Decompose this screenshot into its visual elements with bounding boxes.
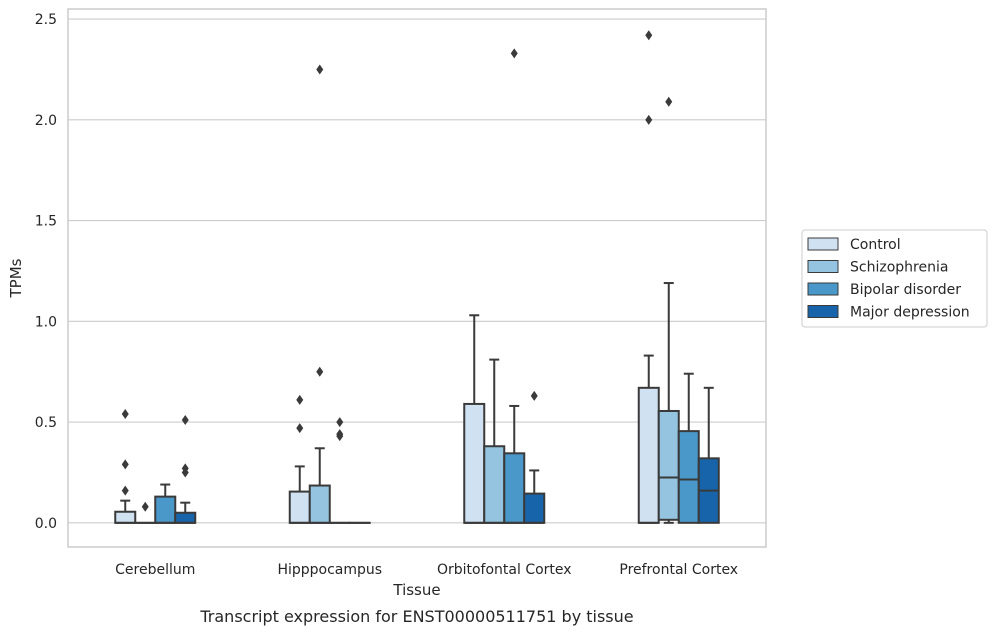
y-tick-labels: 0.0 0.5 1.0 1.5 2.0 2.5 (35, 12, 57, 532)
legend-swatch (807, 260, 839, 273)
chart-caption: Transcript expression for ENST0000051175… (199, 607, 633, 626)
x-tick-label: Hipppocampus (277, 562, 382, 578)
box-major-depression (174, 415, 197, 524)
outlier-point (141, 501, 149, 512)
box-bipolar-disorder (677, 372, 700, 524)
legend: Control Schizophrenia Bipolar disorder Majo… (801, 229, 988, 328)
y-tick-label: 0.5 (35, 415, 57, 431)
legend-label: Major depression (850, 305, 970, 321)
outlier-point (530, 390, 538, 401)
outlier-point (296, 423, 304, 434)
box-bipolar-disorder (154, 483, 177, 524)
box-control (463, 314, 486, 524)
box-body (114, 510, 137, 524)
plot-frame (67, 8, 767, 548)
box-body (154, 495, 177, 524)
box-body (463, 402, 486, 524)
y-tick-label: 2.5 (35, 12, 57, 28)
x-tick-label: Cerebellum (115, 562, 195, 578)
outlier-point (316, 64, 324, 75)
outlier-point (121, 485, 129, 496)
box-body (308, 484, 331, 524)
legend-swatch (807, 237, 839, 251)
outlier-point (296, 394, 304, 405)
box-body (483, 445, 506, 524)
outlier-point (181, 415, 189, 426)
outlier-point (316, 366, 324, 377)
legend-label: Schizophrenia (850, 260, 948, 276)
y-tick-label: 1.5 (35, 214, 57, 230)
box-major-depression (523, 390, 546, 524)
y-axis-label: TPMs (7, 258, 25, 298)
box-body (523, 492, 546, 524)
outlier-point (645, 30, 653, 41)
box-body (174, 511, 197, 524)
outlier-point (181, 463, 189, 474)
legend-label: Control (850, 237, 901, 253)
box-control (288, 394, 311, 524)
y-tick-label: 1.0 (35, 314, 57, 330)
outlier-point (121, 409, 129, 420)
box-bipolar-disorder (503, 48, 526, 524)
box-schizophrenia (134, 501, 157, 524)
box-body (637, 386, 660, 524)
box-schizophrenia (308, 64, 331, 524)
box-bipolar-disorder (328, 417, 351, 524)
box-body (657, 409, 680, 521)
box-body (503, 452, 526, 524)
outlier-point (510, 48, 518, 59)
legend-swatch (807, 305, 839, 318)
box-control (637, 30, 660, 524)
outlier-point (336, 417, 344, 428)
outlier-point (121, 459, 129, 470)
box-body (677, 430, 700, 524)
box-major-depression (697, 386, 720, 524)
legend-label: Bipolar disorder (850, 282, 961, 298)
box-body (288, 490, 311, 524)
outlier-point (645, 114, 653, 125)
x-tick-labels: Cerebellum Hipppocampus Orbitofontal Corte… (115, 562, 738, 578)
box-series (114, 30, 720, 524)
x-tick-label: Prefrontal Cortex (619, 562, 738, 578)
legend-swatch (807, 282, 839, 296)
outlier-point (336, 429, 344, 440)
box-control (114, 409, 137, 524)
box-schizophrenia (483, 358, 506, 524)
outlier-point (665, 96, 673, 107)
x-axis-label: Tissue (392, 581, 440, 599)
legend-frame (801, 229, 988, 328)
box-schizophrenia (657, 96, 680, 524)
y-tick-label: 2.0 (35, 113, 57, 129)
y-tick-label: 0.0 (35, 516, 57, 532)
x-tick-label: Orbitofontal Cortex (437, 562, 572, 578)
